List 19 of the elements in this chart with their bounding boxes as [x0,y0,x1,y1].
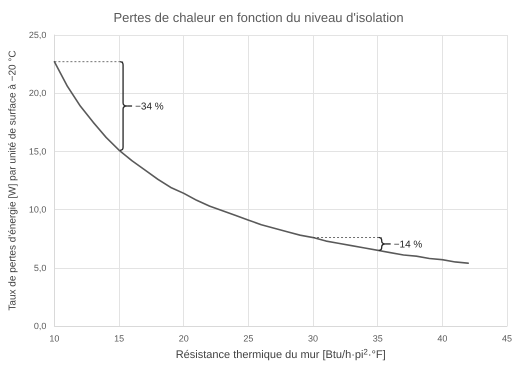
y-axis-title: Taux de pertes d'énergie [W] par unité de surface à −20 °C [8,50,18,311]
x-tick-label: 40 [437,334,448,344]
x-tick-label: 10 [49,334,60,344]
x-tick-label: 15 [114,334,124,344]
chart-title: Pertes de chaleur en fonction du niveau d'isolation [113,10,404,25]
x-tick-label: 30 [308,334,318,344]
y-tick-label: 0,0 [34,321,46,331]
line-series [54,60,470,264]
y-tick-label: 15,0 [28,146,46,156]
y-tick-label: 10,0 [28,204,46,215]
y-tick-label: 5,0 [34,262,46,273]
annotation: −14 % [394,239,422,250]
x-tick-label: 25 [243,334,254,344]
y-tick-label: 25,0 [28,30,46,40]
y-tick-label: 20,0 [28,88,46,98]
annotation: −34 % [135,102,164,113]
x-tick-label: 20 [178,334,189,344]
x-tick-label: 45 [502,334,512,344]
x-tick-label: 35 [372,334,383,344]
